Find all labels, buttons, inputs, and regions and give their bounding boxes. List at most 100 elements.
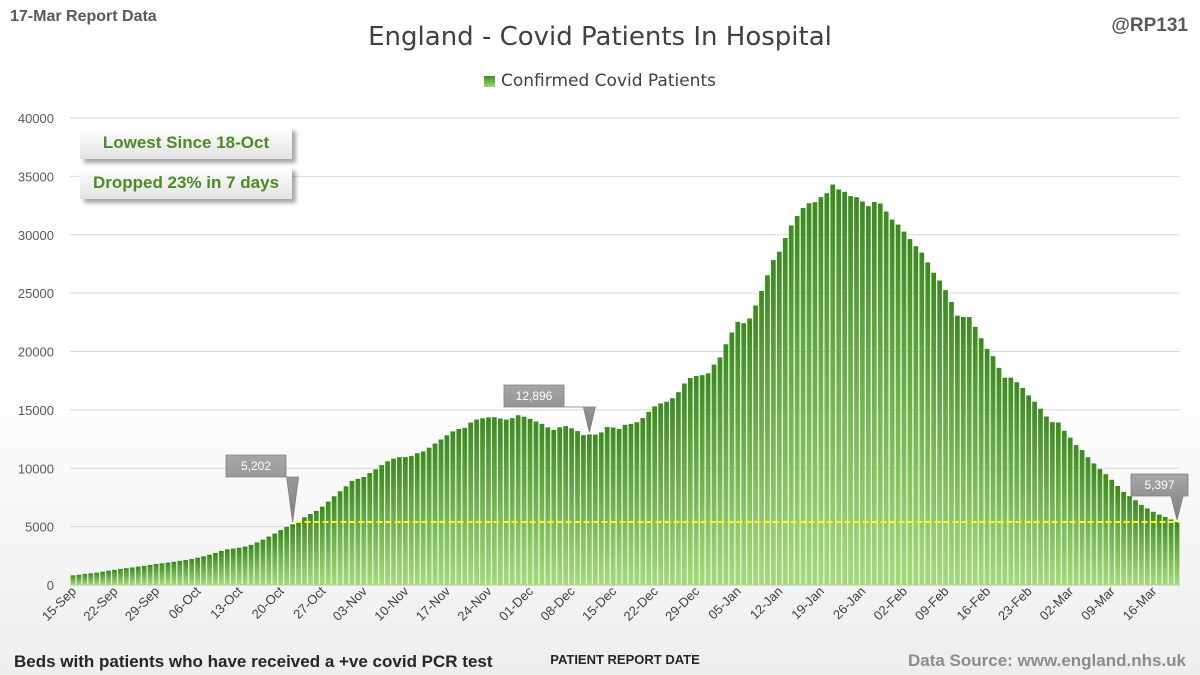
x-tick-label: 20-Oct (249, 583, 287, 621)
bar (943, 290, 948, 585)
bar (1097, 469, 1103, 585)
bar (533, 421, 539, 585)
bar (527, 418, 533, 585)
bar (598, 432, 604, 585)
callout-lowest-since: Lowest Since 18-Oct (80, 127, 292, 159)
bar (284, 526, 290, 585)
bar (771, 260, 776, 585)
x-tick-label: 13-Oct (207, 583, 245, 621)
bar (652, 406, 658, 585)
bar (883, 211, 889, 585)
bar (1032, 401, 1037, 585)
value-flags: 5,202 12,896 5,397 (225, 384, 1189, 523)
bar (907, 239, 913, 585)
bar (426, 447, 432, 585)
bar (913, 246, 919, 585)
bar (70, 575, 76, 585)
bar (201, 556, 206, 585)
x-tick-label: 05-Jan (705, 584, 744, 623)
bar (972, 326, 978, 585)
report-date-label: 17-Mar Report Data (10, 8, 157, 25)
bar (129, 567, 135, 585)
bar (1115, 485, 1121, 585)
bar (895, 224, 901, 585)
bar (604, 427, 610, 585)
bar (806, 203, 812, 586)
x-tick-label: 03-Nov (330, 583, 371, 624)
bar (1050, 422, 1055, 585)
bar (557, 427, 563, 585)
bar (248, 544, 254, 585)
value-flag: 5,397 (1130, 473, 1189, 521)
bar (937, 280, 942, 585)
bar (1073, 445, 1079, 585)
bar (931, 272, 937, 585)
bar (830, 184, 836, 586)
bar (1144, 508, 1150, 585)
bar (135, 566, 141, 585)
value-flag-shape (225, 454, 300, 523)
bar (664, 401, 669, 585)
callout-weekly-drop: Dropped 23% in 7 days (80, 167, 292, 199)
x-tick-label: 22-Sep (80, 584, 120, 624)
bar (848, 196, 853, 585)
bar (990, 356, 996, 585)
chart-title: England - Covid Patients In Hospital (368, 22, 832, 52)
value-flag-label: 12,896 (516, 389, 553, 403)
bar (1139, 504, 1144, 585)
y-axis-labels: 0 5000 10000 15000 20000 25000 30000 35000 40000 (18, 111, 54, 593)
bar (551, 429, 557, 585)
bar (82, 573, 88, 585)
bar (889, 219, 895, 585)
bar (266, 536, 272, 585)
value-flag: 5,202 (225, 454, 300, 523)
bar (213, 552, 218, 585)
y-tick-label: 20000 (18, 345, 54, 360)
bar (949, 301, 954, 585)
bar (966, 317, 972, 585)
bar (189, 558, 195, 585)
bar (438, 439, 444, 585)
bar (343, 486, 349, 585)
bar (539, 423, 545, 585)
bar (782, 238, 788, 586)
bar (634, 422, 640, 585)
bar (497, 418, 503, 585)
bar (699, 375, 705, 585)
bar (765, 275, 770, 585)
bar (776, 251, 782, 585)
x-tick-label: 24-Nov (454, 583, 495, 624)
bar (676, 392, 681, 585)
bar (147, 564, 153, 585)
y-tick-label: 5000 (25, 520, 54, 535)
bar (1020, 387, 1026, 585)
bar (705, 373, 711, 585)
bar (159, 563, 165, 585)
bar (569, 428, 574, 585)
bar (753, 305, 758, 585)
x-tick-label: 02-Mar (1037, 583, 1077, 623)
bar (420, 451, 426, 585)
bar (693, 376, 699, 585)
y-tick-label: 40000 (18, 111, 54, 126)
y-tick-label: 25000 (18, 286, 54, 301)
bar (106, 570, 111, 585)
legend: Confirmed Covid Patients (0, 71, 1200, 91)
bar (545, 427, 551, 585)
bar (788, 225, 794, 585)
bar (723, 344, 729, 585)
bar (1061, 430, 1067, 585)
x-tick-label: 09-Mar (1078, 583, 1118, 623)
bar (456, 429, 462, 585)
bar (468, 422, 474, 585)
bar (1127, 496, 1132, 585)
bar (177, 560, 183, 585)
bar (747, 318, 753, 585)
bar (1109, 479, 1115, 585)
bar (112, 569, 117, 585)
bar (118, 568, 123, 585)
bar (681, 383, 687, 585)
footnote: Beds with patients who have received a +… (14, 652, 493, 671)
bar (717, 357, 723, 585)
